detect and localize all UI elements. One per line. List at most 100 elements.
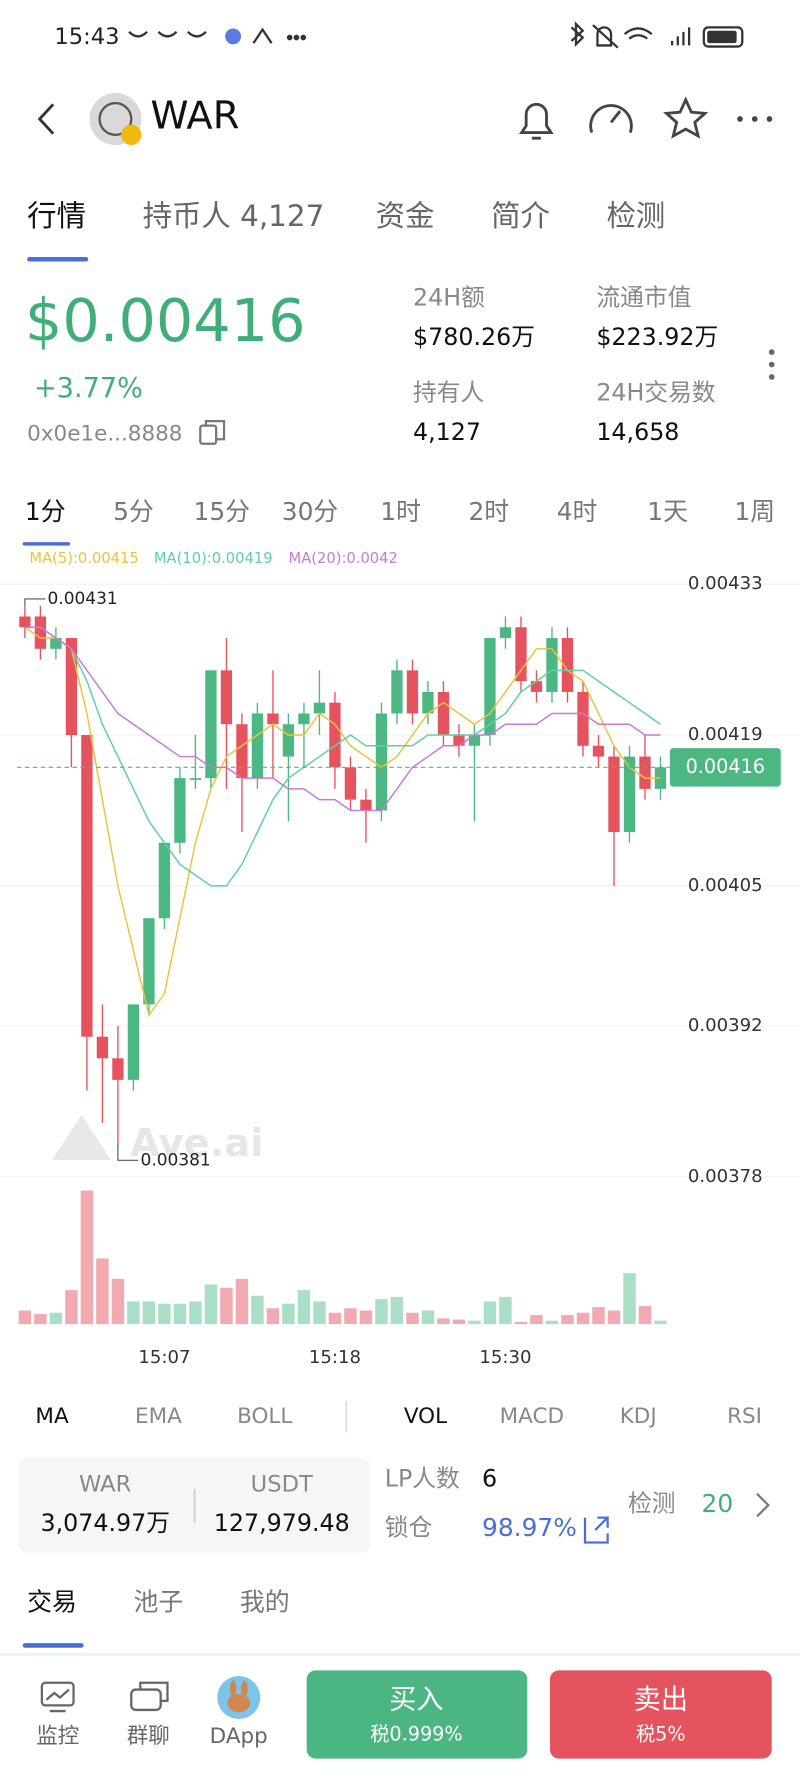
chevron[interactable] [756, 1493, 770, 1518]
candle-body [298, 713, 310, 725]
bell-icon[interactable] [518, 102, 554, 140]
sell-button[interactable] [549, 1670, 772, 1759]
interval[interactable]: 30分 [282, 497, 339, 526]
interval[interactable]: 5分 [113, 497, 154, 526]
indicator[interactable]: RSI [727, 1404, 762, 1429]
volume-bar [80, 1190, 94, 1325]
indicator[interactable]: MACD [500, 1404, 564, 1429]
candle-body [391, 670, 403, 714]
tab[interactable]: 行情 [27, 199, 86, 233]
pool-amount: 127,979.48 [214, 1509, 350, 1537]
buy-button[interactable] [306, 1670, 528, 1759]
ma-line [24, 626, 661, 812]
tab[interactable]: 我的 [240, 1588, 290, 1617]
volume-bar [158, 1303, 171, 1325]
nav-label[interactable]: 监控 [36, 1724, 79, 1749]
star-icon[interactable] [663, 96, 709, 139]
check-label[interactable]: 检测 [628, 1490, 676, 1518]
nav-label[interactable]: 群聊 [127, 1724, 170, 1749]
y-tick-label: 0.00433 [688, 573, 763, 594]
interval[interactable]: 1时 [380, 497, 421, 526]
monitor-icon[interactable] [40, 1681, 75, 1707]
indicator[interactable]: MA [35, 1404, 69, 1429]
legend-entry: MA(20):0.0042 [289, 550, 398, 567]
interval[interactable]: 1天 [647, 497, 688, 526]
x-tick-label: 15:07 [138, 1347, 190, 1368]
indicator[interactable]: VOL [404, 1404, 447, 1429]
candle-body [174, 778, 186, 843]
candle-body [19, 616, 31, 628]
stat-label: 流通市值 [596, 283, 691, 311]
candle-body [143, 918, 155, 1005]
volume-bar [173, 1303, 187, 1325]
interval[interactable]: 1分 [25, 497, 66, 526]
indicator[interactable]: EMA [135, 1404, 182, 1429]
interval[interactable]: 2时 [468, 497, 509, 526]
header-actions [518, 96, 773, 140]
candle-body [484, 638, 496, 736]
interval-bar: 1分 5分 15分 30分 1时 2时 4时 1天 1周 [25, 497, 775, 526]
candle-body [329, 702, 341, 768]
tab[interactable]: 持币人 4,127 [143, 199, 325, 233]
back-button[interactable] [37, 103, 55, 135]
volume-bar [545, 1320, 559, 1325]
status-time: 15:43 [54, 24, 119, 50]
stats-more[interactable] [768, 349, 775, 380]
candle-body [267, 713, 279, 725]
buy-tax[interactable]: 税0.999% [370, 1722, 463, 1745]
candle-body [546, 638, 558, 692]
volume-bar [127, 1301, 140, 1325]
candle-body [561, 638, 574, 692]
copy-icon[interactable] [199, 419, 226, 445]
gauge-icon[interactable] [589, 104, 633, 134]
candle-body [375, 713, 388, 811]
candle-body [81, 735, 93, 1037]
lp-label: LP人数 [385, 1465, 460, 1493]
chat-icon[interactable] [130, 1688, 162, 1712]
lock-value[interactable]: 98.97% [482, 1513, 577, 1542]
interval[interactable]: 4时 [557, 497, 598, 526]
volume-bar [623, 1273, 636, 1325]
buy-label[interactable]: 买入 [389, 1684, 443, 1715]
interval-underline [22, 542, 71, 546]
sell-tax[interactable]: 税5% [636, 1722, 686, 1745]
stat-value: 4,127 [413, 418, 481, 446]
tab[interactable]: 池子 [134, 1588, 184, 1617]
stat-value: $780.26万 [413, 323, 535, 351]
volume-bar [638, 1305, 652, 1325]
candle-body [437, 691, 450, 736]
candle-body [50, 638, 62, 649]
tab[interactable]: 交易 [27, 1588, 77, 1617]
volume-bar [189, 1301, 202, 1325]
indicator[interactable]: BOLL [237, 1404, 292, 1429]
candle-body [236, 724, 248, 779]
candle-body [530, 681, 543, 692]
volume-bar [390, 1296, 404, 1325]
volume-bar [561, 1315, 574, 1325]
check-value[interactable]: 20 [702, 1489, 734, 1518]
external-link-icon[interactable] [583, 1516, 609, 1544]
last-price-label: 0.00416 [686, 755, 765, 778]
volume-bar [328, 1312, 342, 1325]
indicator[interactable]: KDJ [620, 1404, 657, 1429]
volume-bar [468, 1320, 481, 1325]
candle-body [453, 735, 465, 746]
candle-body [189, 778, 202, 780]
volume-bar [34, 1313, 47, 1325]
volume-bar [235, 1278, 249, 1325]
volume-bar [313, 1301, 326, 1325]
more-icon[interactable] [737, 116, 773, 122]
candle-body [313, 702, 326, 714]
volume-bar [344, 1308, 357, 1325]
tab[interactable]: 检测 [607, 199, 666, 233]
nav-label[interactable]: DApp [210, 1724, 268, 1749]
interval[interactable]: 15分 [194, 497, 251, 526]
ma-line [24, 626, 661, 1017]
tab[interactable]: 简介 [491, 199, 550, 233]
tab[interactable]: 资金 [376, 199, 435, 233]
tab-underline [22, 1643, 84, 1648]
sell-label[interactable]: 卖出 [634, 1684, 688, 1715]
candle-body [406, 670, 419, 714]
interval[interactable]: 1周 [734, 497, 775, 526]
